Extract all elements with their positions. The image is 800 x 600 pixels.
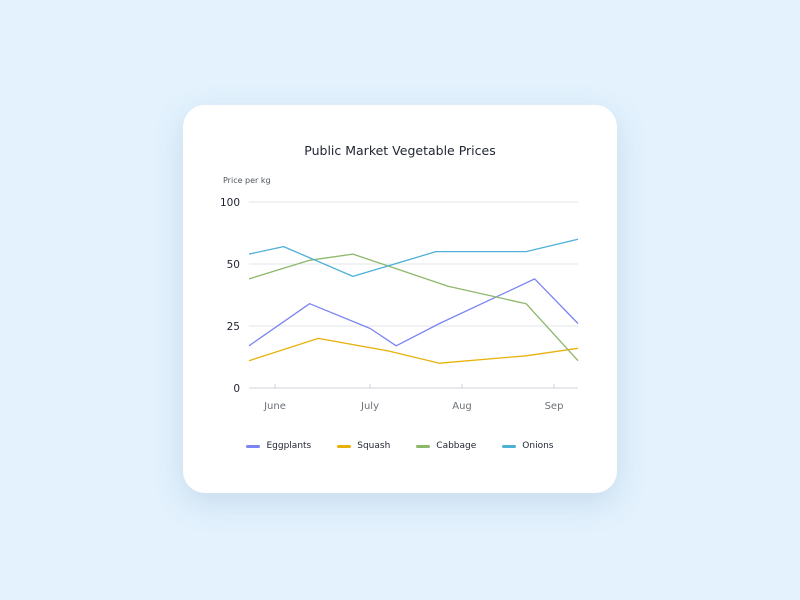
legend-swatch — [337, 444, 352, 448]
legend-label: Eggplants — [266, 441, 312, 451]
x-tick-label: June — [263, 401, 286, 412]
legend-swatch — [246, 444, 261, 448]
chart-card: Public Market Vegetable Prices Price per… — [183, 105, 617, 493]
line-chart: 0 25 50 100 June July Aug Sep — [220, 197, 579, 412]
y-tick-label: 25 — [227, 321, 240, 333]
legend-item-onions[interactable]: Onions — [502, 441, 554, 451]
series-line-squash[interactable] — [248, 337, 579, 364]
legend-swatch — [416, 444, 431, 448]
series-line-onions[interactable] — [248, 238, 579, 278]
series-line-eggplants[interactable] — [248, 278, 579, 347]
chart-title: Public Market Vegetable Prices — [304, 143, 496, 158]
x-tick-label: Sep — [545, 401, 564, 412]
x-tick-label: Aug — [452, 401, 472, 412]
legend-swatch — [502, 444, 517, 448]
legend-item-squash[interactable]: Squash — [337, 441, 390, 451]
series-line-cabbage[interactable] — [248, 253, 579, 362]
legend: Eggplants Squash Cabbage Onions — [183, 441, 617, 451]
legend-label: Onions — [522, 441, 554, 451]
legend-item-eggplants[interactable]: Eggplants — [246, 441, 311, 451]
y-tick-label: 50 — [227, 259, 240, 271]
gridlines — [249, 201, 578, 389]
series-lines — [248, 238, 579, 364]
y-axis-label: Price per kg — [223, 176, 271, 185]
y-tick-label: 100 — [220, 197, 240, 209]
legend-label: Cabbage — [436, 441, 477, 451]
axis-ticks: 0 25 50 100 June July Aug Sep — [220, 197, 563, 412]
legend-label: Squash — [357, 441, 391, 451]
legend-item-cabbage[interactable]: Cabbage — [416, 441, 476, 451]
x-tick-label: July — [360, 401, 379, 412]
y-tick-label: 0 — [233, 383, 240, 395]
